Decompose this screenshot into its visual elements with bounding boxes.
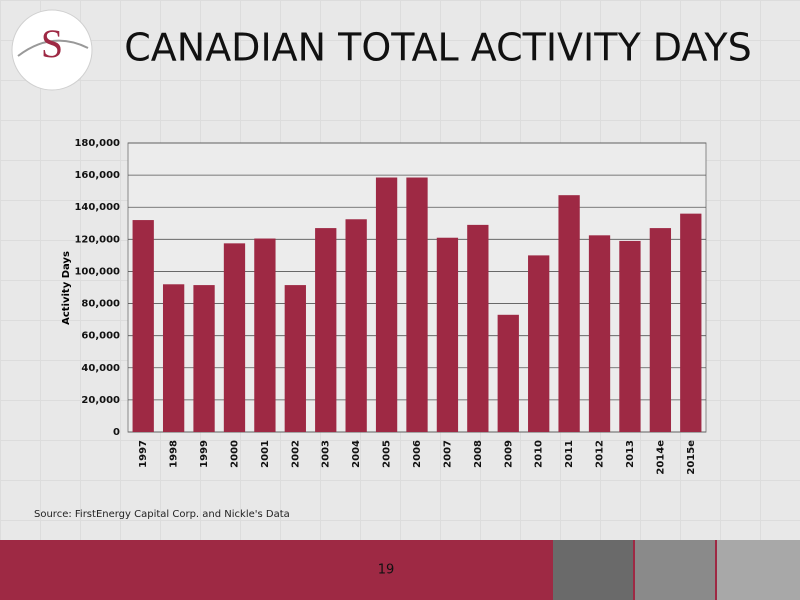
x-tick-label: 1997 (138, 440, 149, 468)
bar (467, 224, 489, 432)
bar (619, 240, 641, 432)
bar (193, 285, 215, 432)
x-tick-label: 2010 (534, 440, 545, 468)
page-number: 19 (378, 563, 395, 578)
y-tick-label: 0 (113, 427, 120, 438)
x-tick-label: 2006 (412, 440, 423, 468)
bar (375, 177, 398, 432)
x-tick-label: 2009 (503, 440, 514, 468)
plot: 0 20,000 40,000 60,000 80,000 100,000 120,000 1… (74, 138, 706, 475)
bar (162, 284, 185, 432)
bar (254, 238, 276, 432)
x-tick-label: 2005 (382, 440, 393, 468)
bar (345, 219, 367, 432)
bar (649, 228, 672, 432)
bar (558, 195, 580, 432)
logo-letter: S (41, 21, 63, 66)
y-tick-label: 140,000 (74, 202, 120, 213)
bar (315, 228, 337, 432)
y-tick-label: 40,000 (81, 363, 120, 374)
source-note: Source: FirstEnergy Capital Corp. and Ni… (34, 509, 290, 520)
footer-photo (635, 540, 715, 600)
bar (436, 237, 459, 432)
x-tick-label: 2015e (686, 440, 697, 475)
y-tick-label: 20,000 (81, 395, 120, 406)
x-tick-label: 2003 (321, 440, 332, 468)
x-tick-label: 2013 (625, 440, 636, 468)
x-tick-label: 2014e (655, 440, 666, 475)
y-tick-label: 100,000 (74, 266, 120, 277)
bar (680, 213, 702, 432)
y-tick-label: 180,000 (74, 138, 120, 149)
bar (588, 235, 611, 432)
footer-photo (717, 540, 800, 600)
y-tick-label: 80,000 (81, 299, 120, 310)
bar (528, 255, 550, 432)
bar (497, 314, 519, 432)
bar (284, 285, 306, 432)
y-tick-label: 120,000 (74, 234, 120, 245)
x-tick-label: 2011 (564, 440, 575, 468)
bar (132, 220, 154, 432)
x-tick-label: 2004 (351, 440, 362, 468)
bar (406, 177, 428, 432)
x-tick-label: 2012 (595, 440, 606, 468)
y-tick-label: 60,000 (81, 331, 120, 342)
logo-badge (11, 9, 93, 91)
x-tick-label: 2007 (442, 440, 453, 468)
x-tick-label: 2000 (229, 440, 240, 468)
x-tick-label: 2002 (290, 440, 301, 468)
slide-title: CANADIAN TOTAL ACTIVITY DAYS (124, 26, 752, 70)
x-tick-label: 2001 (260, 440, 271, 468)
y-tick-label: 160,000 (74, 170, 120, 181)
y-axis-label: Activity Days (61, 251, 72, 325)
footer-photo (553, 540, 633, 600)
x-tick-label: 1999 (199, 440, 210, 468)
bar (223, 243, 246, 432)
x-tick-label: 1998 (169, 440, 180, 468)
x-tick-label: 2008 (473, 440, 484, 468)
logo-swoosh (17, 39, 89, 57)
